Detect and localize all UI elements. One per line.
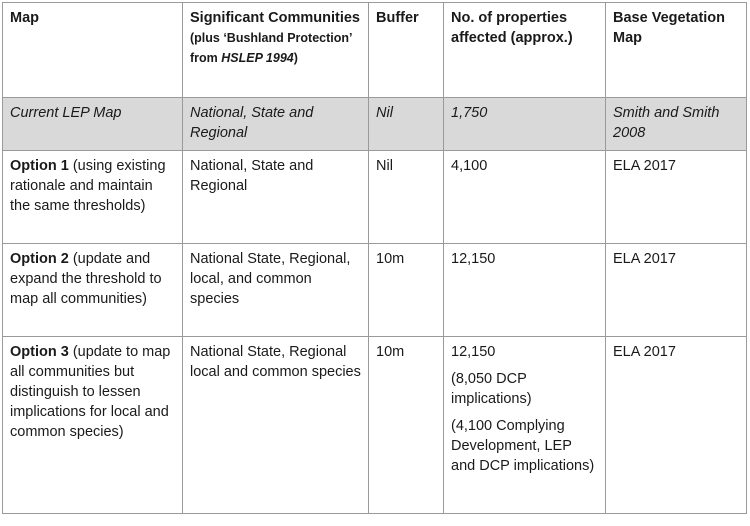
- table-row-option-1: Option 1 (using existing rationale and m…: [2, 150, 747, 244]
- cell-map: Option 2 (update and expand the threshol…: [2, 243, 183, 337]
- cell-communities: National, State and Regional: [182, 97, 369, 151]
- table-row-option-2: Option 2 (update and expand the threshol…: [2, 243, 747, 337]
- table-row-current-lep: Current LEP Map National, State and Regi…: [2, 97, 747, 151]
- cell-vegetation: ELA 2017: [605, 243, 747, 337]
- cell-properties: 1,750: [443, 97, 606, 151]
- header-vegetation: Base Vegetation Map: [605, 2, 747, 98]
- header-communities: Significant Communities (plus ‘Bushland …: [182, 2, 369, 98]
- cell-properties: 12,150 (8,050 DCP implications) (4,100 C…: [443, 336, 606, 514]
- options-table: Map Significant Communities (plus ‘Bushl…: [2, 2, 747, 514]
- cell-map: Option 1 (using existing rationale and m…: [2, 150, 183, 244]
- cell-vegetation: Smith and Smith 2008: [605, 97, 747, 151]
- header-properties: No. of properties affected (approx.): [443, 2, 606, 98]
- table-header-row: Map Significant Communities (plus ‘Bushl…: [2, 2, 747, 98]
- cell-buffer: Nil: [368, 97, 444, 151]
- cell-map: Current LEP Map: [2, 97, 183, 151]
- cell-communities: National, State and Regional: [182, 150, 369, 244]
- table-row-option-3: Option 3 (update to map all communities …: [2, 336, 747, 514]
- properties-dcp-note: (8,050 DCP implications): [451, 371, 532, 407]
- header-map: Map: [2, 2, 183, 98]
- cell-buffer: 10m: [368, 336, 444, 514]
- cell-vegetation: ELA 2017: [605, 336, 747, 514]
- properties-complying-note: (4,100 Complying Development, LEP and DC…: [451, 418, 595, 474]
- cell-vegetation: ELA 2017: [605, 150, 747, 244]
- cell-properties: 4,100: [443, 150, 606, 244]
- cell-properties: 12,150: [443, 243, 606, 337]
- cell-communities: National State, Regional local and commo…: [182, 336, 369, 514]
- cell-buffer: 10m: [368, 243, 444, 337]
- cell-buffer: Nil: [368, 150, 444, 244]
- header-buffer: Buffer: [368, 2, 444, 98]
- cell-communities: National State, Regional, local, and com…: [182, 243, 369, 337]
- properties-total: 12,150: [451, 344, 496, 360]
- cell-map: Option 3 (update to map all communities …: [2, 336, 183, 514]
